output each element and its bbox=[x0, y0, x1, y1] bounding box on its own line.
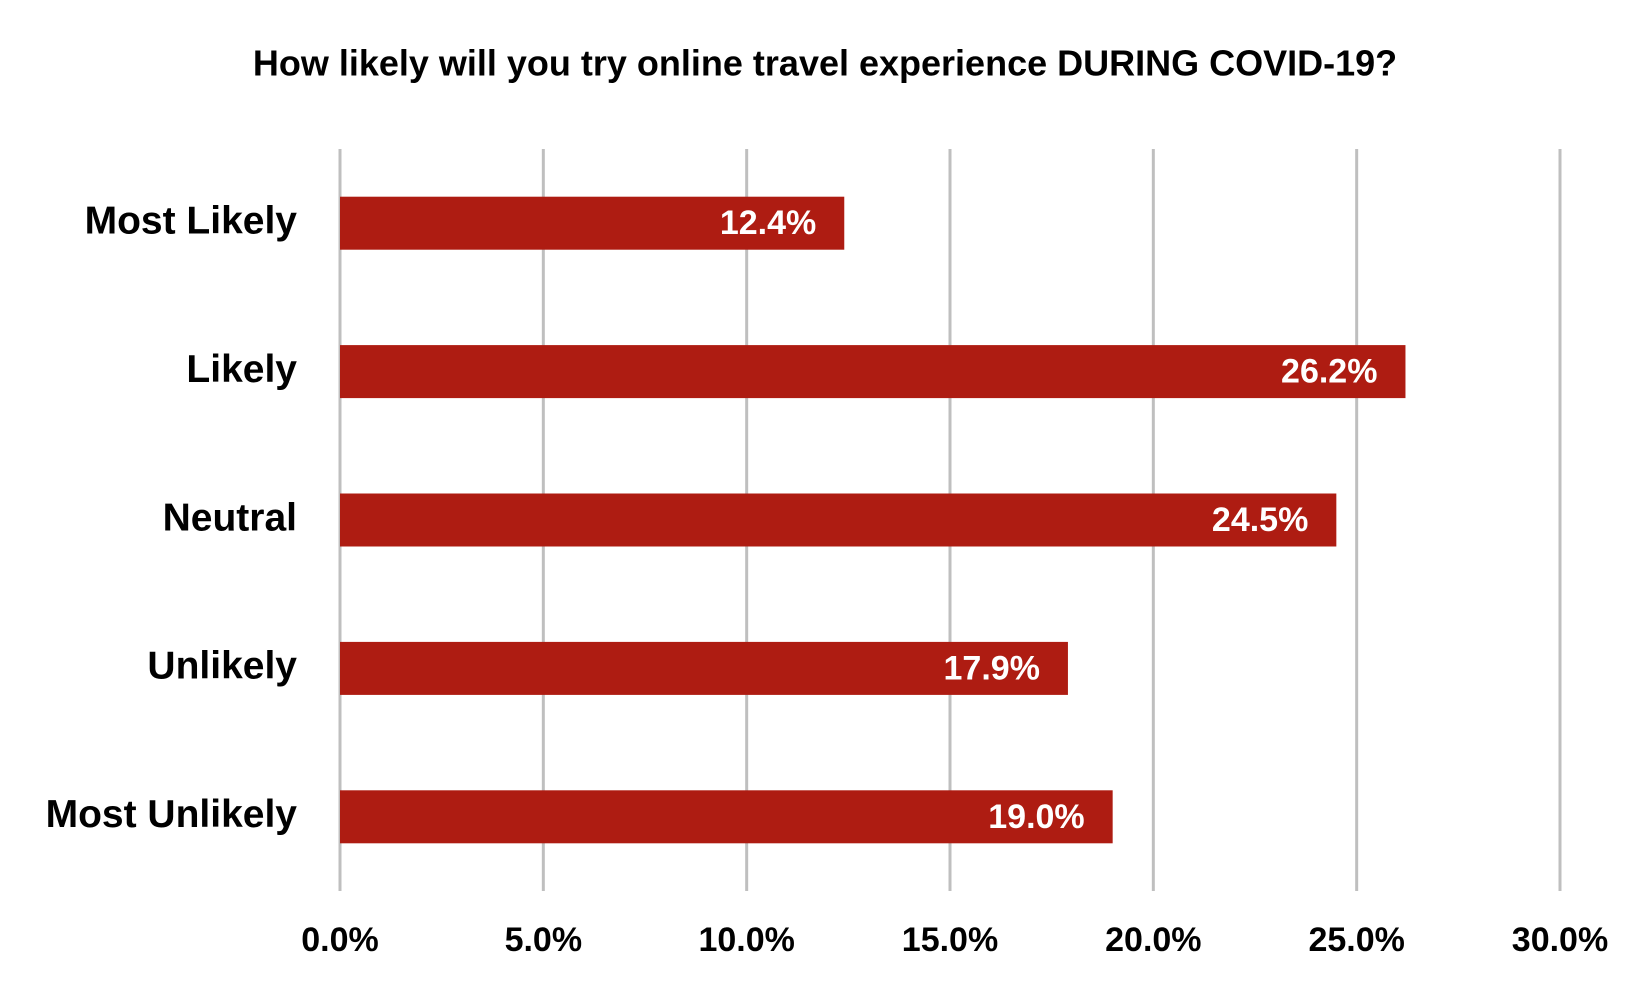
bar bbox=[340, 641, 1068, 695]
y-tick-label: Likely bbox=[186, 348, 297, 391]
x-tick-label: 5.0% bbox=[505, 921, 583, 959]
x-tick-label: 0.0% bbox=[301, 921, 379, 959]
y-tick-label: Unlikely bbox=[147, 645, 297, 688]
x-tick-label: 15.0% bbox=[902, 921, 998, 959]
bar bbox=[340, 493, 1337, 547]
data-label: 17.9% bbox=[944, 649, 1040, 687]
bar bbox=[340, 345, 1406, 399]
x-tick-label: 10.0% bbox=[698, 921, 794, 959]
y-tick-label: Neutral bbox=[163, 496, 297, 539]
y-tick-label: Most Likely bbox=[85, 199, 298, 242]
bar bbox=[340, 196, 845, 250]
data-label: 26.2% bbox=[1281, 353, 1377, 391]
x-tick-label: 25.0% bbox=[1308, 921, 1404, 959]
data-label: 24.5% bbox=[1212, 501, 1308, 539]
data-label: 12.4% bbox=[720, 204, 816, 242]
y-tick-label: Most Unlikely bbox=[46, 793, 298, 836]
x-tick-label: 30.0% bbox=[1512, 921, 1608, 959]
x-tick-label: 20.0% bbox=[1105, 921, 1201, 959]
chart-title: How likely will you try online travel ex… bbox=[253, 43, 1397, 84]
data-label: 19.0% bbox=[988, 798, 1084, 836]
bar bbox=[340, 790, 1113, 844]
